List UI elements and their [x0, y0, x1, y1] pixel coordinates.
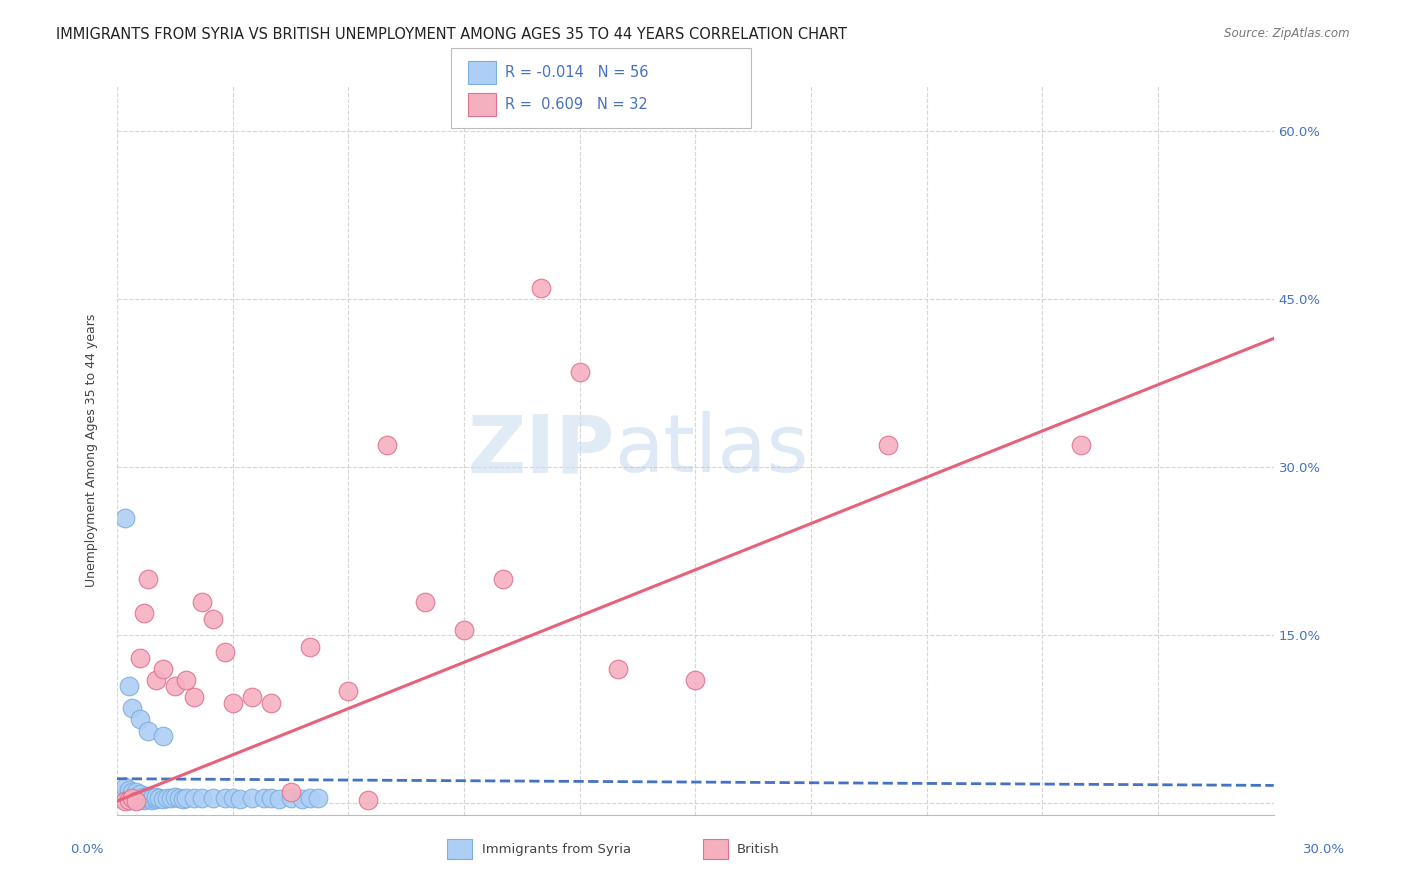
Point	[125, 788, 148, 802]
Point	[132, 793, 155, 807]
Point	[110, 790, 132, 805]
Point	[453, 623, 475, 637]
Point	[121, 790, 143, 805]
Point	[129, 789, 152, 804]
Point	[191, 790, 214, 805]
Point	[1070, 438, 1092, 452]
Text: R =  0.609   N = 32: R = 0.609 N = 32	[505, 97, 648, 112]
Text: 0.0%: 0.0%	[70, 843, 104, 855]
Point	[240, 790, 263, 805]
Point	[685, 673, 707, 687]
Point	[260, 696, 283, 710]
Point	[117, 783, 139, 797]
Text: Immigrants from Syria: Immigrants from Syria	[482, 843, 631, 855]
Text: British: British	[737, 843, 779, 855]
Point	[117, 788, 139, 802]
Point	[121, 789, 143, 803]
Point	[114, 785, 136, 799]
Point	[136, 792, 159, 806]
Point	[202, 611, 225, 625]
Point	[117, 790, 139, 805]
Point	[280, 785, 302, 799]
Point	[167, 790, 190, 805]
Point	[252, 790, 274, 805]
Point	[176, 673, 198, 687]
Point	[568, 365, 591, 379]
Point	[156, 790, 179, 805]
Point	[136, 723, 159, 738]
Point	[148, 790, 170, 805]
Point	[125, 793, 148, 807]
Point	[491, 572, 513, 586]
Point	[132, 606, 155, 620]
Point	[260, 790, 283, 805]
Point	[125, 790, 148, 805]
Text: R = -0.014   N = 56: R = -0.014 N = 56	[505, 65, 648, 79]
Point	[152, 792, 174, 806]
Point	[145, 673, 167, 687]
Point	[129, 792, 152, 806]
Point	[176, 790, 198, 805]
Point	[121, 785, 143, 799]
Point	[114, 794, 136, 808]
Point	[291, 792, 314, 806]
Point	[877, 438, 900, 452]
Point	[132, 789, 155, 804]
Point	[129, 788, 152, 802]
Point	[337, 684, 360, 698]
Point	[163, 679, 186, 693]
Point	[110, 788, 132, 802]
Text: atlas: atlas	[614, 411, 808, 490]
Point	[125, 794, 148, 808]
Point	[375, 438, 398, 452]
Point	[202, 790, 225, 805]
Point	[356, 793, 378, 807]
Point	[415, 595, 437, 609]
Point	[267, 792, 290, 806]
Text: ZIP: ZIP	[467, 411, 614, 490]
Point	[117, 679, 139, 693]
Point	[298, 790, 321, 805]
Point	[530, 281, 553, 295]
Point	[172, 792, 194, 806]
Point	[183, 790, 205, 805]
Point	[114, 510, 136, 524]
Point	[307, 790, 329, 805]
Point	[298, 640, 321, 654]
Point	[607, 662, 630, 676]
Point	[280, 790, 302, 805]
Point	[117, 793, 139, 807]
Point	[125, 785, 148, 799]
Point	[214, 790, 236, 805]
Point	[114, 789, 136, 804]
Point	[141, 793, 163, 807]
Point	[121, 701, 143, 715]
Point	[240, 690, 263, 704]
Point	[141, 790, 163, 805]
Y-axis label: Unemployment Among Ages 35 to 44 years: Unemployment Among Ages 35 to 44 years	[86, 314, 98, 587]
Point	[114, 792, 136, 806]
Point	[222, 790, 245, 805]
Point	[222, 696, 245, 710]
Point	[152, 662, 174, 676]
Point	[145, 792, 167, 806]
Text: IMMIGRANTS FROM SYRIA VS BRITISH UNEMPLOYMENT AMONG AGES 35 TO 44 YEARS CORRELAT: IMMIGRANTS FROM SYRIA VS BRITISH UNEMPLO…	[56, 27, 848, 42]
Point	[129, 650, 152, 665]
Point	[117, 793, 139, 807]
Point	[163, 789, 186, 804]
Text: 30.0%: 30.0%	[1303, 843, 1346, 855]
Point	[229, 792, 252, 806]
Point	[145, 789, 167, 804]
Point	[214, 645, 236, 659]
Point	[183, 690, 205, 704]
Point	[129, 712, 152, 726]
Point	[114, 780, 136, 794]
Point	[136, 572, 159, 586]
Point	[160, 790, 183, 805]
Point	[191, 595, 214, 609]
Point	[152, 729, 174, 743]
Text: Source: ZipAtlas.com: Source: ZipAtlas.com	[1225, 27, 1350, 40]
Point	[136, 789, 159, 803]
Point	[121, 792, 143, 806]
